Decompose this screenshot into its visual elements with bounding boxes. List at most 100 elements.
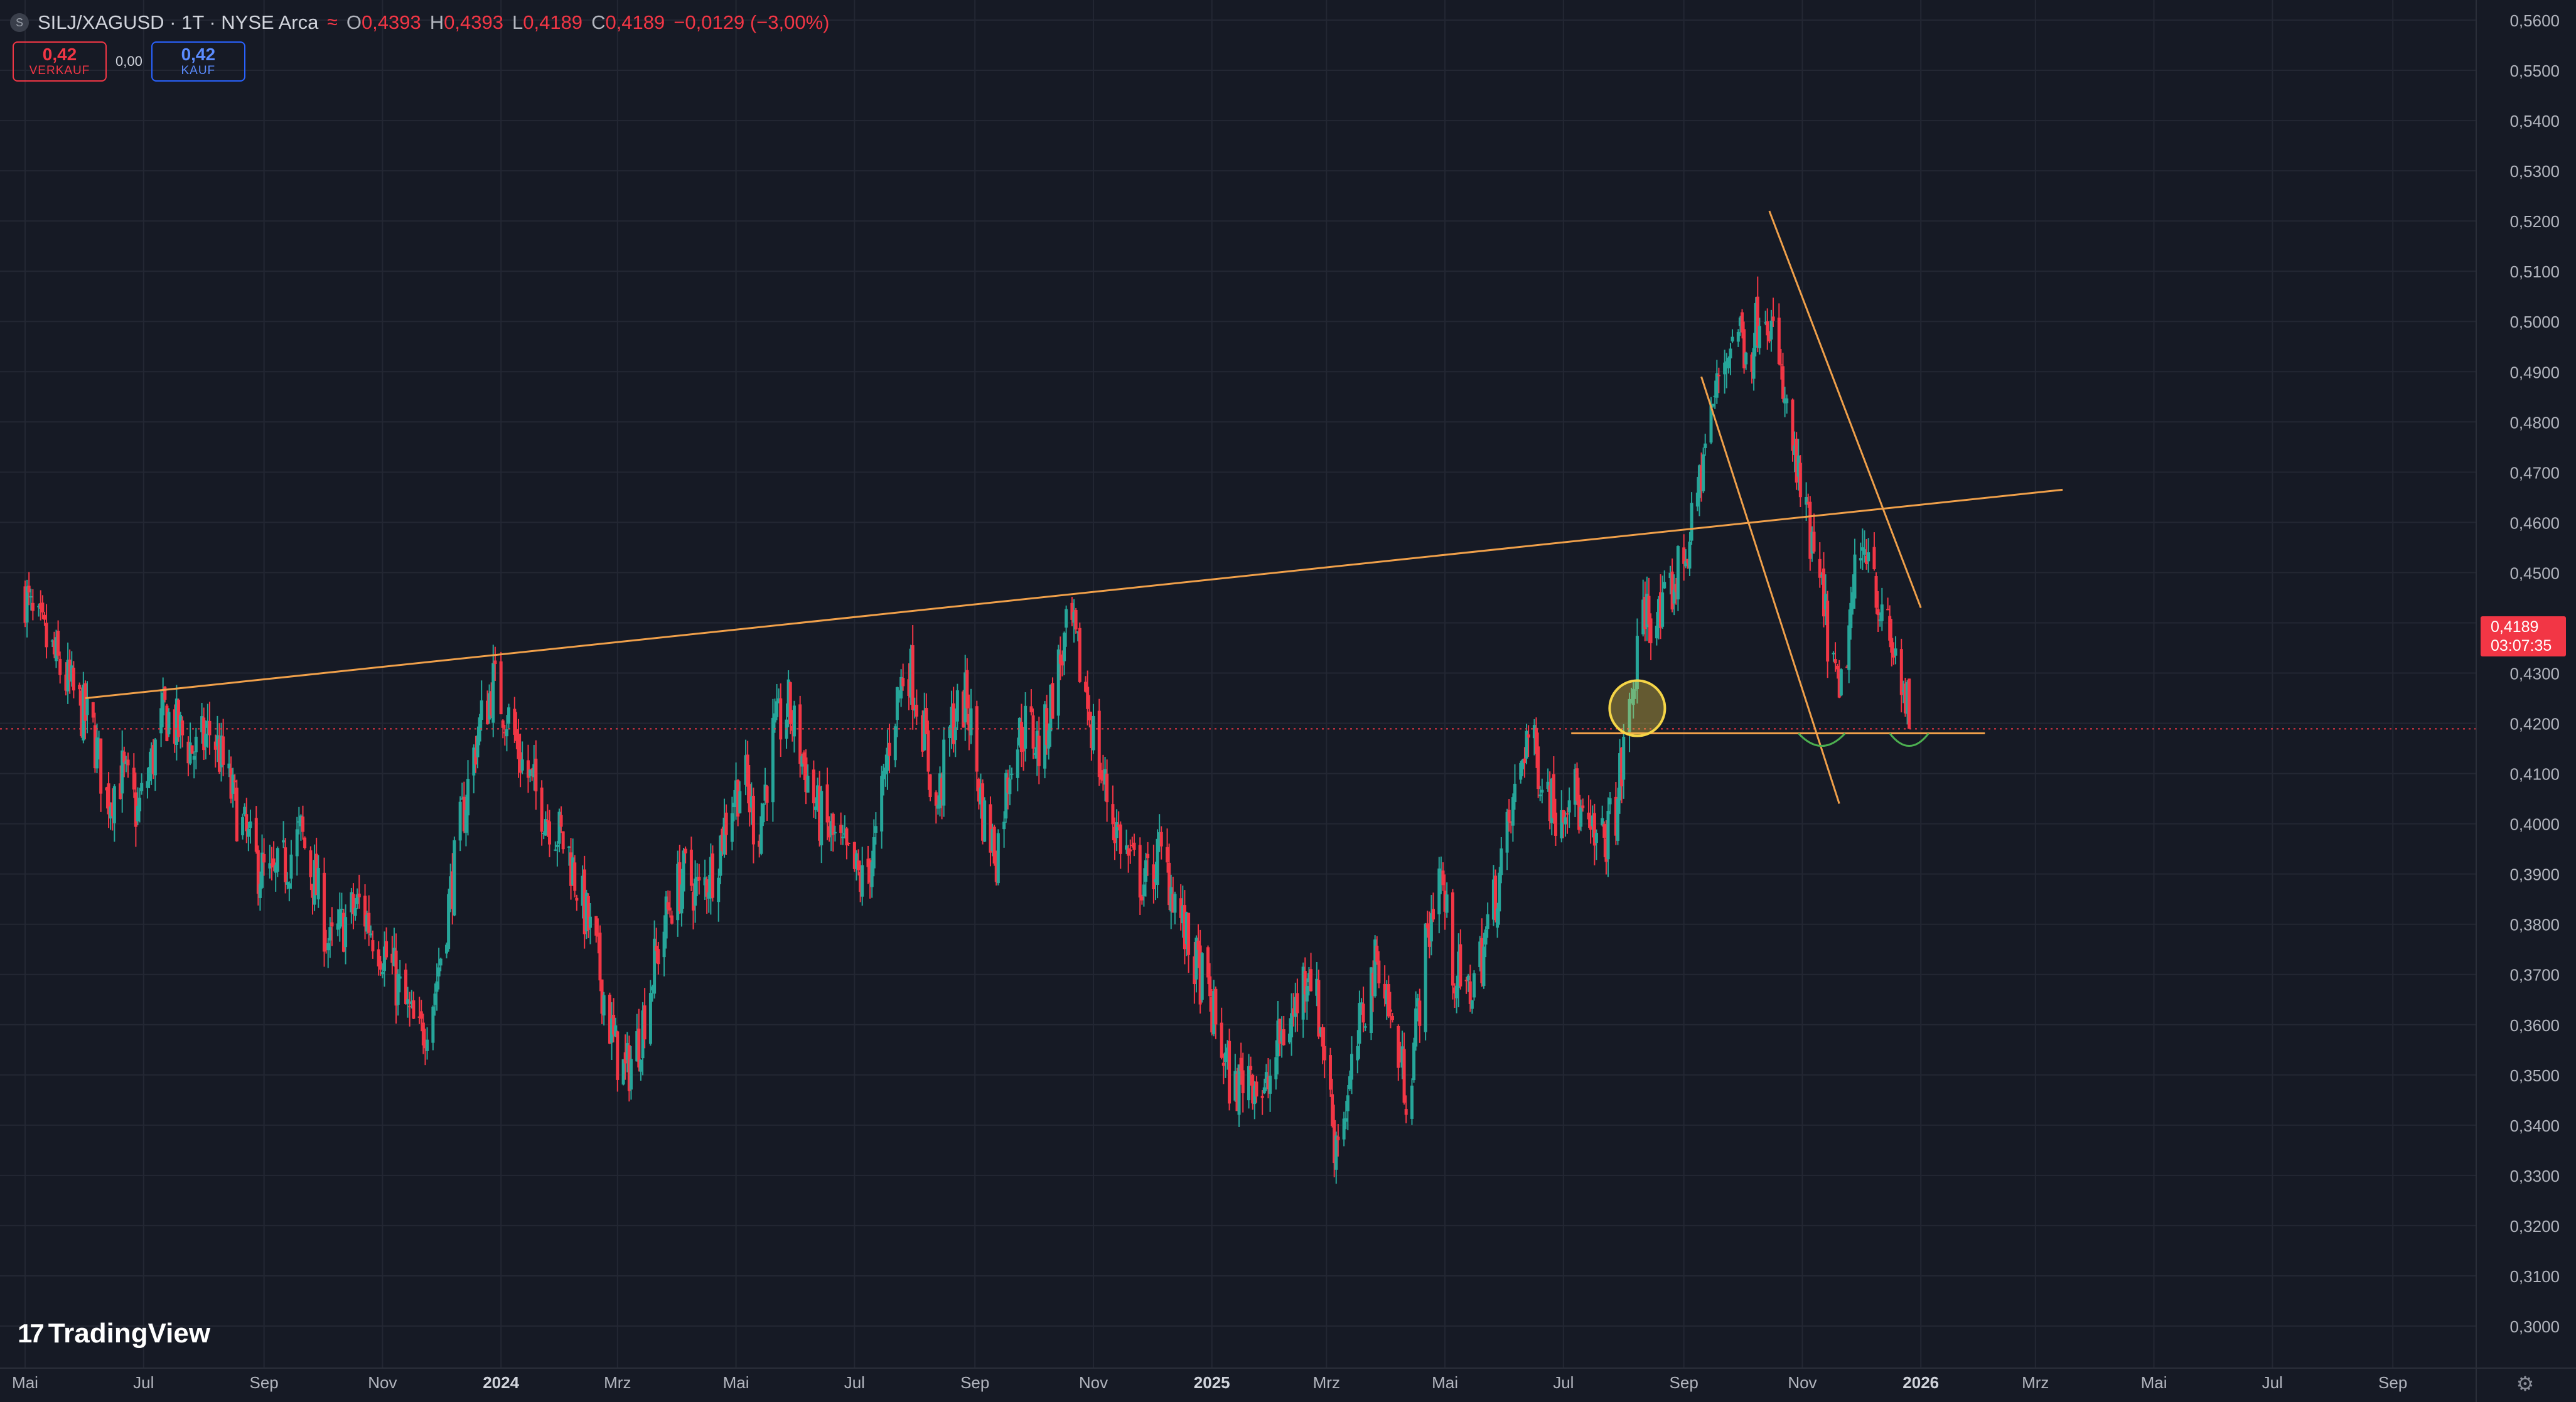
candle-body	[847, 843, 851, 845]
y-tick-label: 0,3900	[2509, 865, 2560, 884]
candle-body	[548, 821, 552, 845]
candle-body	[1562, 810, 1565, 823]
candle-body	[1288, 1033, 1292, 1043]
candle-body	[174, 698, 178, 745]
wave-icon[interactable]: ≈	[327, 12, 338, 33]
candle-body	[326, 943, 330, 951]
candle-body	[648, 993, 652, 1044]
symbol-title[interactable]: SILJ/XAGUSD · 1T · NYSE Arca	[38, 11, 319, 33]
candle-body	[1424, 923, 1427, 1032]
candle-body	[664, 896, 668, 939]
sell-button[interactable]: 0,42 VERKAUF	[13, 41, 107, 82]
candle-body	[1260, 1096, 1264, 1098]
candle-body	[1029, 706, 1033, 712]
time-axis[interactable]: Mai Jul Sep Nov 2024 Mrz Mai Jul Sep Nov 2025 Mrz Ma…	[0, 1367, 2576, 1392]
candle-body	[1331, 1094, 1334, 1126]
candle-body	[478, 717, 481, 742]
candle-body	[1482, 946, 1486, 987]
candle-body	[325, 946, 328, 948]
candle-body	[520, 759, 524, 771]
candle-body	[1315, 978, 1319, 996]
candle-body	[78, 685, 82, 690]
candle-body	[1457, 951, 1461, 988]
candle-body	[1777, 318, 1781, 365]
candle-body	[1056, 649, 1060, 716]
candle-body	[215, 735, 219, 747]
candle-body	[417, 1016, 421, 1018]
candle-body	[657, 949, 660, 965]
x-tick-label: Mai	[723, 1373, 749, 1392]
candle-body	[1194, 938, 1198, 980]
gear-icon[interactable]: ⚙	[2516, 1373, 2535, 1395]
candle-body	[1346, 1095, 1350, 1111]
candlestick-series	[23, 276, 1911, 1184]
drawing-layer[interactable]	[0, 210, 2476, 805]
candle-body	[738, 791, 742, 813]
candle-body	[1496, 908, 1500, 928]
y-tick-label: 0,4200	[2509, 715, 2560, 734]
candle-body	[1253, 1086, 1257, 1105]
candle-body	[97, 738, 101, 742]
candle-body	[1532, 725, 1536, 739]
candle-body	[1709, 405, 1713, 443]
candle-body	[1645, 594, 1649, 628]
candle-body	[1425, 923, 1429, 929]
candle-body	[1890, 638, 1894, 653]
candle-body	[1198, 945, 1202, 1005]
candle-body	[1641, 599, 1645, 634]
y-tick-label: 0,3500	[2509, 1066, 2560, 1085]
high-label: H	[429, 11, 444, 33]
candle-body	[965, 670, 969, 709]
candle-body	[25, 586, 29, 623]
buy-label: KAUF	[181, 63, 216, 77]
candle-body	[928, 774, 932, 798]
candle-body	[186, 741, 190, 764]
candle-body	[181, 720, 185, 736]
candle-body	[1795, 439, 1798, 483]
candle-body	[1200, 953, 1204, 1000]
candle-body	[1249, 1066, 1253, 1071]
candle-body	[555, 845, 559, 847]
candle-body	[545, 820, 549, 822]
candle-body	[352, 894, 355, 914]
buy-button[interactable]: 0,42 KAUF	[151, 41, 245, 82]
tradingview-logo-icon: 17	[18, 1319, 45, 1348]
candle-body	[462, 796, 466, 832]
candle-body	[1431, 909, 1435, 920]
trade-panel: 0,42 VERKAUF 0,00 0,42 KAUF	[13, 41, 245, 82]
price-axis[interactable]: 0,5600 0,5500 0,5400 0,5300 0,5200 0,5100 0,50…	[2476, 0, 2560, 1402]
close-value: 0,4189	[605, 11, 665, 33]
candle-body	[233, 780, 237, 783]
candle-body	[1822, 568, 1825, 617]
candle-body	[925, 708, 928, 734]
candle-body	[1635, 636, 1639, 690]
candle-body	[581, 875, 584, 906]
candle-body	[355, 894, 359, 904]
candle-body	[1138, 845, 1142, 898]
candle-body	[569, 852, 573, 886]
x-tick-label: Jul	[2262, 1373, 2283, 1392]
candle-body	[1901, 690, 1905, 692]
candle-body	[923, 710, 926, 751]
symbol-logo-icon[interactable]: S	[10, 13, 29, 32]
candle-body	[676, 864, 680, 921]
candle-body	[763, 784, 767, 801]
candle-body	[45, 623, 48, 648]
tradingview-logo[interactable]: 17 TradingView	[18, 1318, 210, 1349]
candle-body	[1690, 503, 1693, 541]
candle-body	[132, 768, 136, 790]
y-tick-label: 0,5200	[2509, 212, 2560, 231]
candle-body	[220, 736, 223, 768]
candle-body	[1659, 592, 1663, 628]
candle-body	[258, 884, 262, 898]
support-arc	[1798, 732, 1846, 747]
candle-body	[1519, 763, 1523, 780]
candle-body	[382, 946, 386, 971]
candle-body	[1880, 604, 1884, 621]
candle-body	[653, 938, 657, 994]
candle-body	[1908, 678, 1911, 729]
candle-body	[950, 707, 953, 730]
candle-body	[243, 806, 247, 815]
candle-body	[1837, 669, 1841, 698]
